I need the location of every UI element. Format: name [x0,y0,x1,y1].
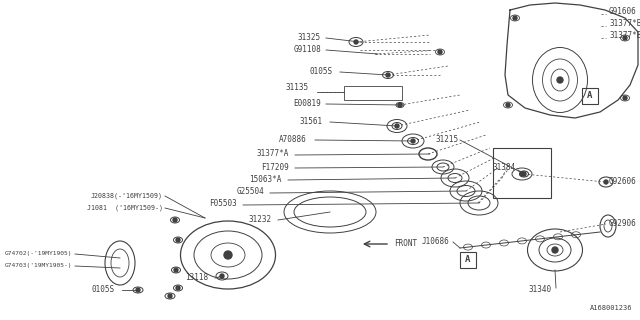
Text: G25504: G25504 [236,187,264,196]
Circle shape [506,103,510,107]
Text: 31561: 31561 [300,117,323,126]
Text: 31325: 31325 [298,34,321,43]
Circle shape [174,268,178,272]
Text: G91108: G91108 [293,45,321,54]
Circle shape [176,286,180,290]
Circle shape [557,77,563,83]
Circle shape [522,172,526,176]
Text: A: A [588,92,593,100]
Text: 31377*B: 31377*B [609,31,640,41]
Text: G92906: G92906 [609,220,637,228]
Circle shape [604,180,608,184]
Text: J20838(-'16MY1509): J20838(-'16MY1509) [91,193,163,199]
Circle shape [354,40,358,44]
Text: G91606: G91606 [609,7,637,17]
Circle shape [513,16,517,20]
Circle shape [395,124,399,128]
Text: F05503: F05503 [209,198,237,207]
Circle shape [224,251,232,259]
Text: E00819: E00819 [293,100,321,108]
Circle shape [168,294,172,298]
Text: G74702(-'19MY1905): G74702(-'19MY1905) [4,252,72,257]
Circle shape [136,288,140,292]
Text: 31377*A: 31377*A [257,149,289,158]
Circle shape [623,36,627,40]
Circle shape [398,103,402,107]
Text: FRONT: FRONT [394,239,417,249]
Text: A: A [465,255,470,265]
Circle shape [623,96,627,100]
Circle shape [411,139,415,143]
Text: 31232: 31232 [249,215,272,225]
Text: G92606: G92606 [609,178,637,187]
Bar [344,86,402,100]
Circle shape [438,50,442,54]
Text: J1081  ('16MY1509-): J1081 ('16MY1509-) [87,205,163,211]
Text: 31340: 31340 [529,285,552,294]
Bar [493,148,551,198]
Circle shape [173,218,177,222]
Circle shape [220,274,224,278]
Text: A70886: A70886 [279,135,307,145]
Text: 31135: 31135 [286,84,309,92]
Text: 31384: 31384 [493,164,516,172]
Text: A168001236: A168001236 [589,305,632,311]
Text: F17209: F17209 [261,163,289,172]
Text: J10686: J10686 [421,237,449,246]
Circle shape [552,247,558,253]
Text: 31377*B: 31377*B [609,20,640,28]
Circle shape [520,172,524,176]
Text: 0105S: 0105S [310,68,333,76]
Circle shape [386,73,390,77]
Bar [460,252,476,268]
Text: 15063*A: 15063*A [250,174,282,183]
Text: G74703('19MY1905-): G74703('19MY1905-) [4,263,72,268]
Text: 0105S: 0105S [92,285,115,294]
Bar [582,88,598,104]
Circle shape [176,238,180,242]
Text: 31215: 31215 [436,135,459,145]
Text: 13118: 13118 [185,274,208,283]
